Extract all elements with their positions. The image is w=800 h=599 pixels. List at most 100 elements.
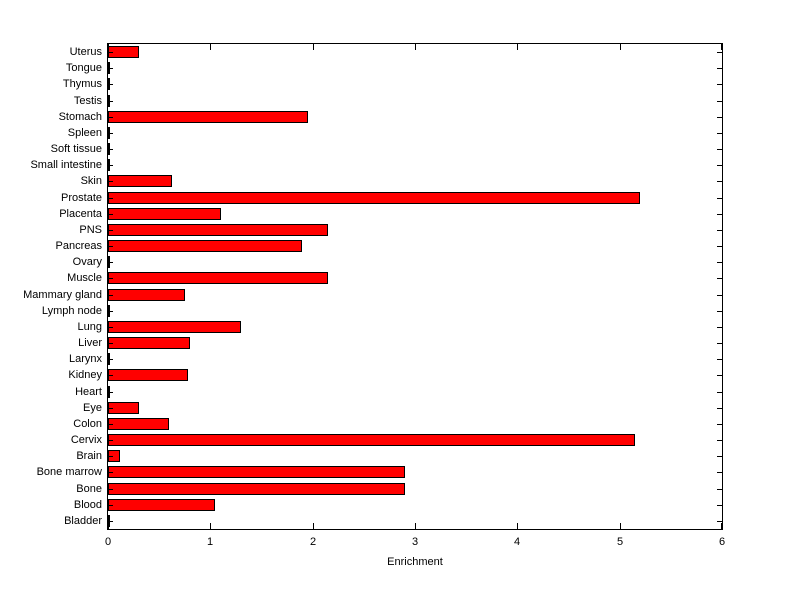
y-tick-label: Uterus xyxy=(69,46,102,58)
y-tick-mark xyxy=(108,295,113,296)
y-tick-mark xyxy=(108,246,113,247)
y-tick-label: Heart xyxy=(75,386,102,398)
y-tick-mark xyxy=(717,521,722,522)
y-tick-mark xyxy=(108,440,113,441)
y-tick-mark xyxy=(717,472,722,473)
x-tick-label: 6 xyxy=(718,536,726,548)
plot-area xyxy=(107,43,723,530)
y-tick-mark xyxy=(717,214,722,215)
y-tick-mark xyxy=(717,68,722,69)
y-tick-mark xyxy=(717,230,722,231)
y-tick-label: Lung xyxy=(77,321,102,333)
y-tick-label: Mammary gland xyxy=(23,289,102,301)
bar-stomach xyxy=(108,111,308,123)
y-tick-mark xyxy=(108,424,113,425)
x-tick-mark xyxy=(313,523,314,529)
y-tick-label: Testis xyxy=(73,95,102,107)
x-tick-mark xyxy=(210,523,211,529)
x-tick-mark xyxy=(210,44,211,50)
y-tick-mark xyxy=(108,392,113,393)
x-tick-label: 2 xyxy=(309,536,317,548)
y-tick-label: Larynx xyxy=(68,353,102,365)
x-tick-mark xyxy=(108,44,109,50)
y-tick-mark xyxy=(108,117,113,118)
bar-skin xyxy=(108,175,172,187)
y-tick-mark xyxy=(108,505,113,506)
y-tick-label: Ovary xyxy=(72,256,102,268)
x-tick-mark xyxy=(415,523,416,529)
y-tick-mark xyxy=(108,262,113,263)
y-tick-mark xyxy=(108,165,113,166)
x-tick-mark xyxy=(620,523,621,529)
y-tick-mark xyxy=(717,52,722,53)
bar-bone xyxy=(108,483,405,495)
y-tick-label: Brain xyxy=(76,450,102,462)
y-tick-mark xyxy=(717,246,722,247)
y-tick-mark xyxy=(717,278,722,279)
bar-pancreas xyxy=(108,240,302,252)
y-tick-mark xyxy=(717,198,722,199)
x-tick-label: 1 xyxy=(206,536,214,548)
y-tick-mark xyxy=(108,311,113,312)
y-tick-label: Liver xyxy=(78,337,102,349)
y-tick-label: Kidney xyxy=(68,369,102,381)
y-tick-label: Blood xyxy=(73,499,102,511)
x-tick-mark xyxy=(721,44,722,50)
y-tick-mark xyxy=(108,472,113,473)
y-tick-label: Thymus xyxy=(62,78,102,90)
y-tick-mark xyxy=(717,117,722,118)
y-tick-mark xyxy=(108,133,113,134)
y-tick-mark xyxy=(108,198,113,199)
y-tick-label: Pancreas xyxy=(55,240,102,252)
x-tick-label: 4 xyxy=(513,536,521,548)
y-tick-label: Muscle xyxy=(67,272,102,284)
y-tick-mark xyxy=(717,181,722,182)
x-tick-mark xyxy=(721,523,722,529)
y-tick-mark xyxy=(108,101,113,102)
x-tick-label: 5 xyxy=(616,536,624,548)
y-tick-mark xyxy=(108,214,113,215)
bar-mammary-gland xyxy=(108,289,185,301)
y-tick-label: Soft tissue xyxy=(50,143,102,155)
bar-prostate xyxy=(108,192,640,204)
y-tick-mark xyxy=(717,133,722,134)
y-tick-mark xyxy=(108,489,113,490)
y-tick-mark xyxy=(717,165,722,166)
y-tick-mark xyxy=(108,84,113,85)
y-tick-mark xyxy=(717,262,722,263)
bar-muscle xyxy=(108,272,328,284)
y-tick-mark xyxy=(108,68,113,69)
y-tick-mark xyxy=(108,456,113,457)
bar-colon xyxy=(108,418,169,430)
y-tick-mark xyxy=(108,375,113,376)
y-tick-mark xyxy=(717,505,722,506)
y-tick-mark xyxy=(717,101,722,102)
y-tick-label: Eye xyxy=(83,402,102,414)
bar-liver xyxy=(108,337,190,349)
x-tick-mark xyxy=(313,44,314,50)
y-tick-label: Colon xyxy=(73,418,102,430)
x-tick-mark xyxy=(108,523,109,529)
x-tick-mark xyxy=(517,523,518,529)
y-tick-mark xyxy=(108,359,113,360)
y-tick-mark xyxy=(108,521,113,522)
y-tick-label: Spleen xyxy=(67,127,102,139)
bar-blood xyxy=(108,499,215,511)
bar-lung xyxy=(108,321,241,333)
x-tick-mark xyxy=(620,44,621,50)
x-tick-mark xyxy=(517,44,518,50)
y-tick-mark xyxy=(717,327,722,328)
y-tick-label: Bone marrow xyxy=(36,466,102,478)
y-tick-mark xyxy=(717,359,722,360)
y-tick-mark xyxy=(108,278,113,279)
bar-kidney xyxy=(108,369,188,381)
y-tick-mark xyxy=(108,343,113,344)
bar-cervix xyxy=(108,434,635,446)
y-tick-label: Placenta xyxy=(59,208,102,220)
y-tick-mark xyxy=(717,295,722,296)
y-tick-label: Cervix xyxy=(70,434,102,446)
y-tick-mark xyxy=(717,424,722,425)
x-tick-label: 0 xyxy=(104,536,112,548)
bar-placenta xyxy=(108,208,221,220)
